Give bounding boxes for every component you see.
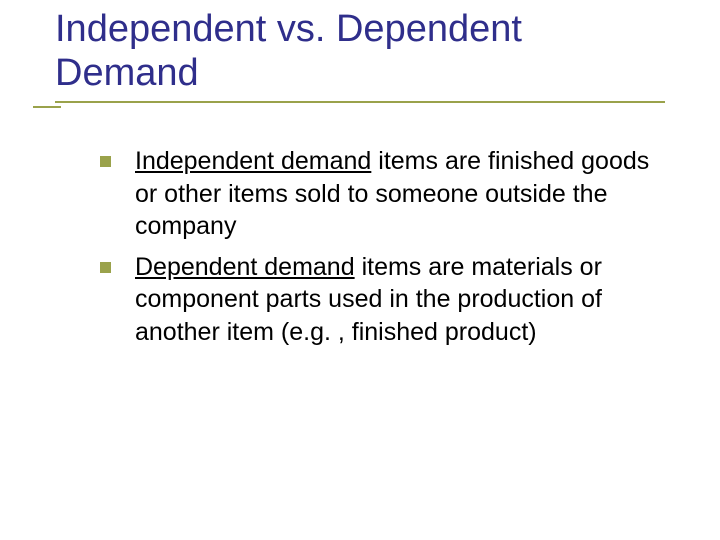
slide-title: Independent vs. Dependent Demand (55, 8, 665, 95)
bullet-text: Independent demand items are finished go… (135, 145, 660, 243)
title-block: Independent vs. Dependent Demand (55, 8, 665, 111)
title-tick-mark (33, 106, 61, 108)
title-underline (55, 101, 665, 103)
square-bullet-icon (100, 156, 111, 167)
underlined-term: Dependent demand (135, 253, 355, 281)
square-bullet-icon (100, 262, 111, 273)
underlined-term: Independent demand (135, 147, 371, 175)
list-item: Independent demand items are finished go… (100, 145, 660, 243)
bullet-text: Dependent demand items are materials or … (135, 251, 660, 349)
list-item: Dependent demand items are materials or … (100, 251, 660, 349)
bullet-list: Independent demand items are finished go… (100, 145, 660, 356)
